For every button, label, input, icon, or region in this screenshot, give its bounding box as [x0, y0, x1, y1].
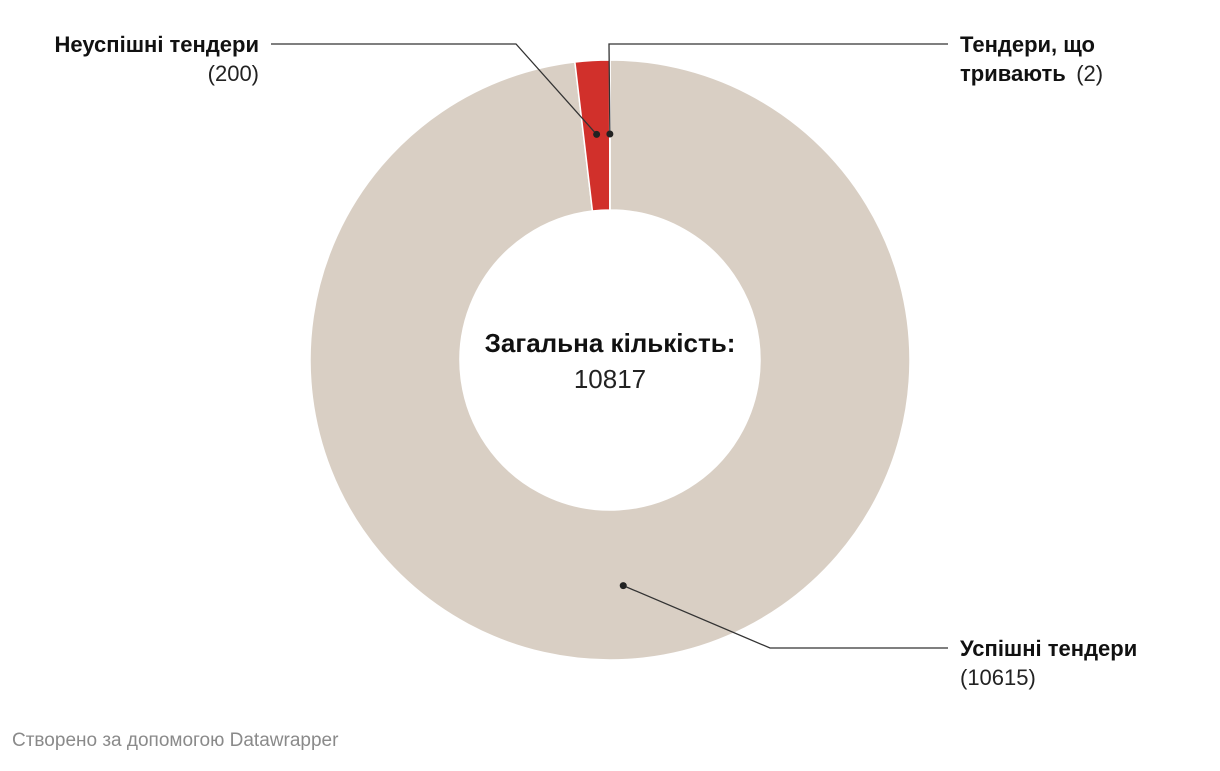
label-value-successful: (10615): [960, 665, 1036, 690]
leader-successful-dot: [620, 582, 627, 589]
leader-unsuccessful-dot: [593, 131, 600, 138]
donut-slices: [310, 60, 910, 660]
datawrapper-credit: Створено за допомогою Datawrapper: [12, 730, 338, 752]
center-label: Загальна кількість:: [485, 328, 736, 358]
label-value-unsuccessful: (200): [208, 61, 259, 86]
label-ongoing-line2: тривають (2): [960, 61, 1103, 86]
label-name-ongoing-line1: Тендери, що: [960, 32, 1095, 57]
leader-ongoing-dot: [606, 131, 613, 138]
center-value: 10817: [574, 364, 646, 394]
label-name-ongoing-line2: тривають: [960, 61, 1066, 86]
label-name-unsuccessful: Неуспішні тендери: [55, 32, 259, 57]
label-name-successful: Успішні тендери: [960, 636, 1137, 661]
label-value-ongoing: (2): [1076, 61, 1103, 86]
